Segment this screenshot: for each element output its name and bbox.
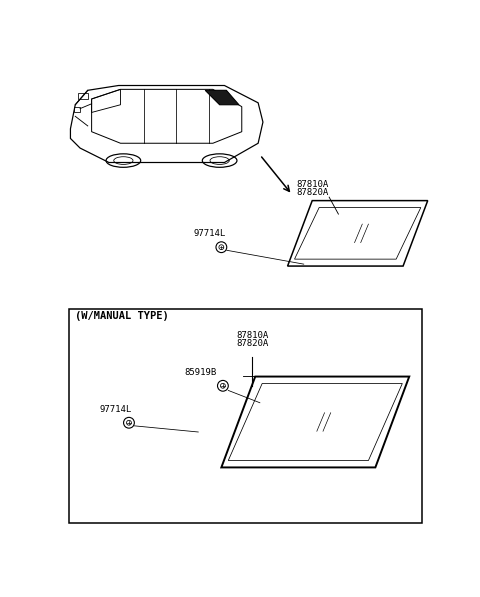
Text: 87810A: 87810A xyxy=(296,180,328,189)
Bar xyxy=(78,93,88,99)
Text: 87820A: 87820A xyxy=(237,339,269,348)
Text: 97714L: 97714L xyxy=(100,405,132,414)
Text: 87820A: 87820A xyxy=(296,188,328,197)
Text: (W/MANUAL TYPE): (W/MANUAL TYPE) xyxy=(75,311,169,321)
Text: 87810A: 87810A xyxy=(237,331,269,340)
Text: 97714L: 97714L xyxy=(193,229,226,238)
Polygon shape xyxy=(205,90,239,104)
Text: 85919B: 85919B xyxy=(184,368,216,377)
